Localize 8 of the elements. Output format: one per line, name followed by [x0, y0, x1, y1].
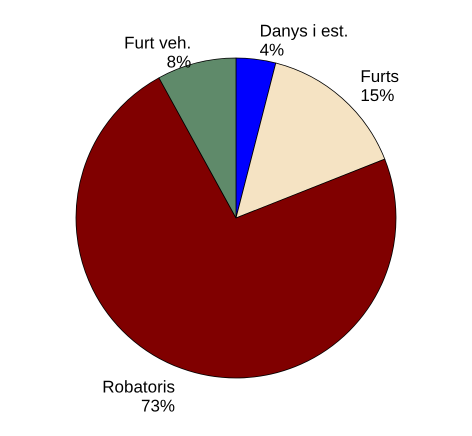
data-label: 15% [360, 86, 394, 105]
slice-label: Danys i est. [260, 21, 348, 40]
slice-label: Robatoris [102, 377, 176, 396]
data-label: 4% [260, 40, 284, 60]
slice-label: Furt veh. [124, 34, 192, 53]
data-label: 8% [166, 52, 192, 72]
slice-label: Furts [360, 66, 400, 86]
data-label: 73% [140, 396, 176, 416]
